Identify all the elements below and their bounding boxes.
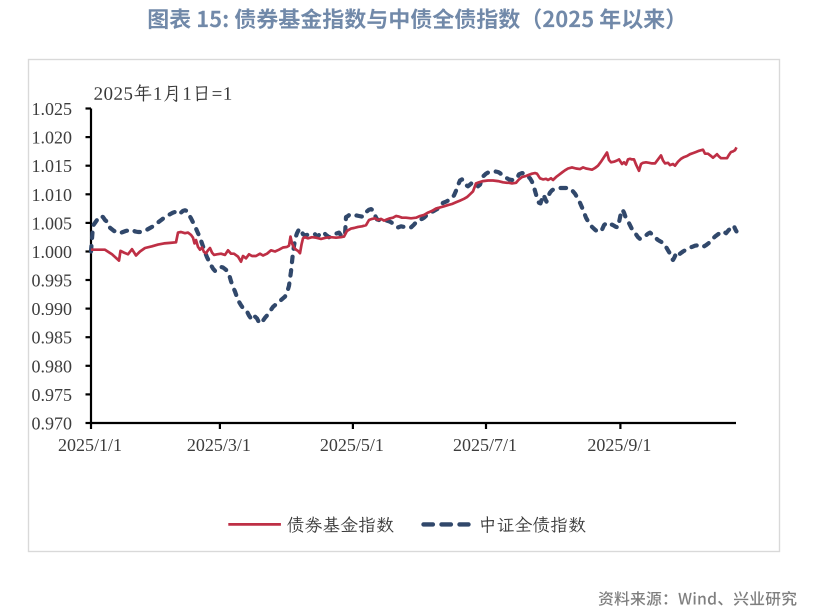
svg-text:2025/1/1: 2025/1/1 bbox=[58, 435, 122, 455]
svg-text:1.005: 1.005 bbox=[32, 213, 73, 233]
svg-text:0.975: 0.975 bbox=[32, 385, 73, 405]
svg-text:2025/3/1: 2025/3/1 bbox=[187, 435, 251, 455]
svg-text:1.010: 1.010 bbox=[32, 185, 73, 205]
svg-text:1.020: 1.020 bbox=[32, 128, 73, 148]
svg-text:1.015: 1.015 bbox=[32, 156, 73, 176]
svg-text:0.985: 0.985 bbox=[32, 328, 73, 348]
svg-text:0.970: 0.970 bbox=[32, 414, 73, 434]
svg-text:0.980: 0.980 bbox=[32, 356, 73, 376]
svg-text:1.025: 1.025 bbox=[32, 99, 73, 119]
svg-text:0.995: 0.995 bbox=[32, 271, 73, 291]
svg-text:2025/5/1: 2025/5/1 bbox=[320, 435, 384, 455]
svg-text:2025/7/1: 2025/7/1 bbox=[453, 435, 517, 455]
svg-text:1.000: 1.000 bbox=[32, 242, 73, 262]
svg-text:2025/9/1: 2025/9/1 bbox=[587, 435, 651, 455]
svg-text:0.990: 0.990 bbox=[32, 299, 73, 319]
